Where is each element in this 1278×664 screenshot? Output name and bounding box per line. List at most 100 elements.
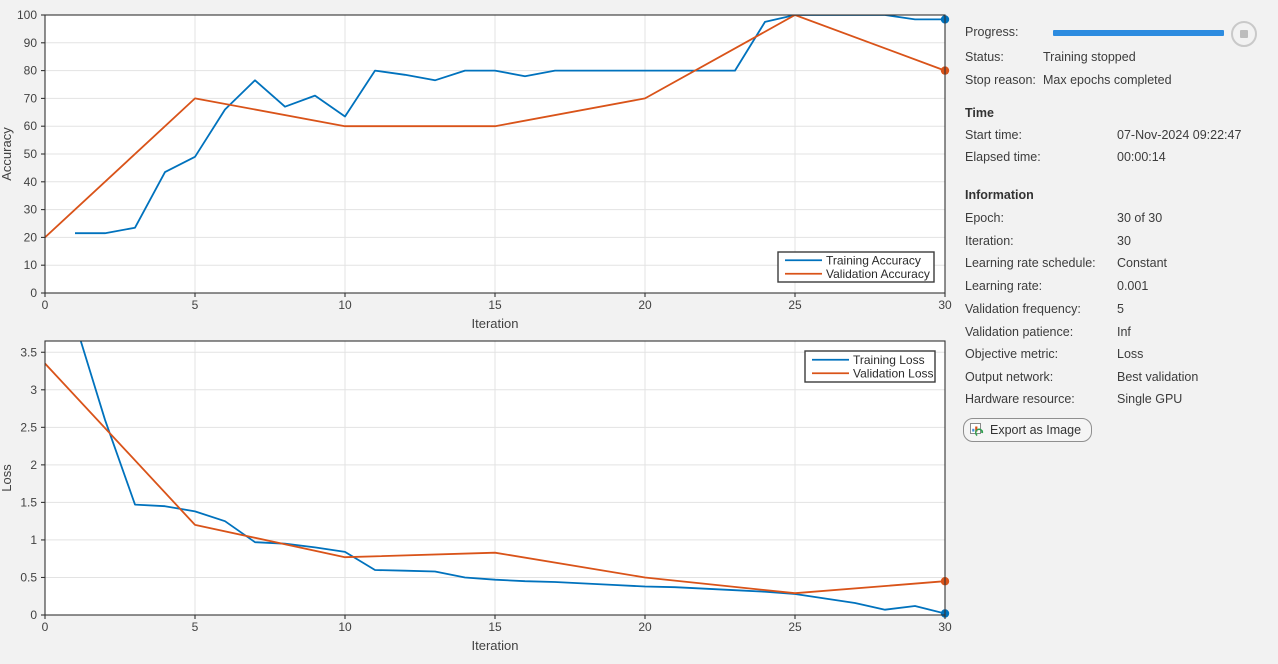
export-image-icon xyxy=(970,423,984,437)
stop-reason-label: Stop reason: xyxy=(965,73,1036,87)
epoch-value: 30 of 30 xyxy=(1117,211,1163,225)
y-tick-label: 70 xyxy=(24,91,38,105)
learning-rate-schedule-row: Learning rate schedule: Constant xyxy=(965,255,1272,272)
learning-rate-label: Learning rate: xyxy=(965,279,1043,293)
y-axis-label: Loss xyxy=(0,464,14,492)
validation-frequency-label: Validation frequency: xyxy=(965,302,1081,316)
validation-patience-value: Inf xyxy=(1117,325,1131,339)
y-tick-label: 50 xyxy=(24,147,38,161)
x-tick-label: 15 xyxy=(488,298,502,312)
x-tick-label: 0 xyxy=(42,298,49,312)
training-accuracy-line xyxy=(75,15,945,235)
x-tick-label: 20 xyxy=(638,298,652,312)
progress-row: Progress: xyxy=(965,21,1272,47)
y-tick-label: 80 xyxy=(24,64,38,78)
loss-chart: 0 5 10 15 20 25 30 0 0.5 1 1.5 2 2.5 3 3.5 Iteration Los… xyxy=(0,340,952,653)
y-axis-label: Accuracy xyxy=(0,127,14,181)
x-tick-label: 10 xyxy=(338,620,352,634)
iteration-row: Iteration: 30 xyxy=(965,233,1272,250)
y-tick-label: 40 xyxy=(24,175,38,189)
hardware-resource-label: Hardware resource: xyxy=(965,392,1075,406)
start-time-value: 07-Nov-2024 09:22:47 xyxy=(1117,128,1242,142)
objective-metric-label: Objective metric: xyxy=(965,347,1059,361)
x-tick-label: 5 xyxy=(192,298,199,312)
output-network-label: Output network: xyxy=(965,370,1054,384)
legend-label: Validation Loss xyxy=(853,366,934,380)
y-tick-label: 1 xyxy=(30,533,37,547)
y-tick-label: 90 xyxy=(24,36,38,50)
y-tick-label: 3.5 xyxy=(20,345,37,359)
legend-label: Training Accuracy xyxy=(826,253,921,267)
axis-ticks: 0 5 10 15 20 25 30 0 0.5 1 1.5 2 2.5 3 3.5 xyxy=(20,345,952,634)
x-tick-label: 0 xyxy=(42,620,49,634)
learning-rate-schedule-label: Learning rate schedule: xyxy=(965,256,1096,270)
iteration-value: 30 xyxy=(1117,234,1131,248)
objective-metric-row: Objective metric: Loss xyxy=(965,346,1272,363)
y-tick-label: 0.5 xyxy=(20,570,37,584)
x-tick-label: 20 xyxy=(638,620,652,634)
y-tick-label: 30 xyxy=(24,203,38,217)
y-tick-label: 0 xyxy=(30,608,37,622)
export-as-image-button[interactable]: Export as Image xyxy=(963,418,1093,442)
status-row: Status: Training stopped xyxy=(965,49,1272,66)
validation-frequency-row: Validation frequency: 5 xyxy=(965,301,1272,318)
learning-rate-value: 0.001 xyxy=(1117,279,1149,293)
x-tick-label: 25 xyxy=(788,298,802,312)
x-axis-label: Iteration xyxy=(472,638,519,653)
validation-patience-row: Validation patience: Inf xyxy=(965,324,1272,341)
stop-button[interactable] xyxy=(1231,21,1257,47)
elapsed-time-value: 00:00:14 xyxy=(1117,150,1166,164)
hardware-resource-value: Single GPU xyxy=(1117,392,1183,406)
stop-reason-row: Stop reason: Max epochs completed xyxy=(965,72,1272,89)
elapsed-time-label: Elapsed time: xyxy=(965,150,1041,164)
time-section-header: Time xyxy=(965,106,994,120)
validation-accuracy-line xyxy=(45,15,945,239)
y-tick-label: 2 xyxy=(30,458,37,472)
x-tick-label: 5 xyxy=(192,620,199,634)
progress-bar-fill xyxy=(1053,30,1224,36)
x-tick-label: 15 xyxy=(488,620,502,634)
export-button-label: Export as Image xyxy=(990,423,1082,437)
iteration-label: Iteration: xyxy=(965,234,1014,248)
y-tick-label: 20 xyxy=(24,230,38,244)
y-tick-label: 0 xyxy=(30,286,37,300)
progress-bar xyxy=(1053,30,1224,36)
validation-patience-label: Validation patience: xyxy=(965,325,1074,339)
output-network-row: Output network: Best validation xyxy=(965,369,1272,386)
y-tick-label: 10 xyxy=(24,258,38,272)
epoch-row: Epoch: 30 of 30 xyxy=(965,210,1272,227)
legend-label: Training Loss xyxy=(853,353,925,367)
status-value: Training stopped xyxy=(1043,50,1136,64)
hardware-resource-row: Hardware resource: Single GPU xyxy=(965,391,1272,408)
charts-area: 0 5 10 15 20 25 30 0 10 20 30 40 50 60 70 80 90 100 Iterat… xyxy=(0,8,952,653)
stop-reason-value: Max epochs completed xyxy=(1043,73,1172,87)
learning-rate-schedule-value: Constant xyxy=(1117,256,1168,270)
x-tick-label: 10 xyxy=(338,298,352,312)
validation-loss-line xyxy=(45,362,945,595)
validation-frequency-value: 5 xyxy=(1117,302,1124,316)
accuracy-chart: 0 5 10 15 20 25 30 0 10 20 30 40 50 60 70 80 90 100 Iterat… xyxy=(0,8,952,331)
learning-rate-row: Learning rate: 0.001 xyxy=(965,278,1272,295)
x-tick-label: 30 xyxy=(938,620,952,634)
start-time-row: Start time: 07-Nov-2024 09:22:47 xyxy=(965,127,1272,144)
legend-label: Validation Accuracy xyxy=(826,267,930,281)
training-loss-line xyxy=(79,341,945,615)
objective-metric-value: Loss xyxy=(1117,347,1144,361)
output-network-value: Best validation xyxy=(1117,370,1199,384)
axis-ticks: 0 5 10 15 20 25 30 0 10 20 30 40 50 60 70 80 90 100 xyxy=(17,8,952,312)
x-tick-label: 30 xyxy=(938,298,952,312)
y-tick-label: 1.5 xyxy=(20,495,37,509)
elapsed-time-row: Elapsed time: 00:00:14 xyxy=(965,149,1272,166)
training-info-panel: Progress: Status: Training stopped Stop … xyxy=(955,0,1278,664)
y-tick-label: 100 xyxy=(17,8,37,22)
progress-label: Progress: xyxy=(965,25,1019,39)
y-tick-label: 3 xyxy=(30,383,37,397)
epoch-label: Epoch: xyxy=(965,211,1004,225)
x-tick-label: 25 xyxy=(788,620,802,634)
status-label: Status: xyxy=(965,50,1004,64)
stop-icon xyxy=(1240,30,1248,38)
x-axis-label: Iteration xyxy=(472,316,519,331)
